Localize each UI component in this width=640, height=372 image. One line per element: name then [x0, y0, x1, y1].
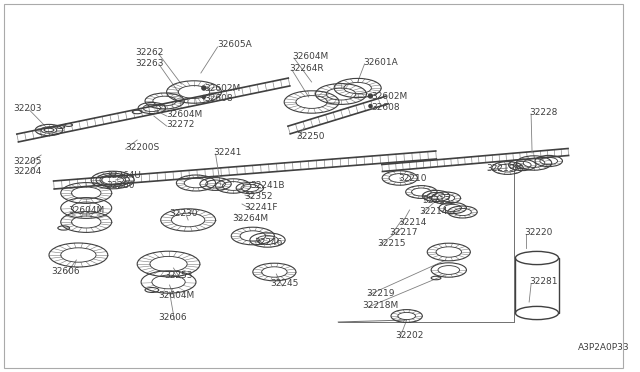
Text: 32217: 32217: [389, 228, 417, 237]
Text: A3P2A0P33: A3P2A0P33: [578, 343, 630, 353]
Text: 32228: 32228: [529, 108, 557, 116]
Text: 32608: 32608: [204, 93, 232, 103]
Text: 32606: 32606: [159, 314, 188, 323]
Text: 32260: 32260: [106, 180, 134, 189]
Text: 32264U: 32264U: [106, 170, 141, 180]
Text: 32205: 32205: [13, 157, 42, 166]
Text: 32230: 32230: [170, 208, 198, 218]
Text: 32253: 32253: [164, 272, 193, 280]
Text: 32604M: 32604M: [68, 205, 105, 215]
Text: 32262: 32262: [135, 48, 164, 57]
Text: 32250: 32250: [296, 131, 324, 141]
Text: 32241B: 32241B: [250, 180, 284, 189]
Text: 32604M: 32604M: [159, 292, 195, 301]
Circle shape: [369, 105, 372, 108]
Text: 32215: 32215: [377, 238, 406, 247]
Text: 32241: 32241: [214, 148, 242, 157]
Circle shape: [202, 86, 206, 90]
Text: 32219: 32219: [367, 289, 395, 298]
Text: 32219M: 32219M: [486, 164, 522, 173]
Text: 32264R: 32264R: [289, 64, 324, 73]
Text: 32241F: 32241F: [244, 202, 278, 212]
Text: 32601A: 32601A: [364, 58, 398, 67]
Text: 32214: 32214: [398, 218, 426, 227]
Text: 32246: 32246: [254, 237, 282, 247]
Text: 32213: 32213: [422, 196, 451, 205]
Text: 32202: 32202: [395, 331, 423, 340]
Text: 32602M: 32602M: [204, 83, 240, 93]
Text: 32602M: 32602M: [371, 92, 408, 100]
Text: 32203: 32203: [13, 103, 42, 112]
Text: 32200S: 32200S: [125, 142, 159, 151]
Text: 32605A: 32605A: [218, 39, 252, 48]
Text: 32608: 32608: [371, 103, 400, 112]
Text: 32214: 32214: [419, 206, 448, 215]
Text: 32245: 32245: [271, 279, 299, 289]
Text: 32263: 32263: [135, 58, 164, 67]
Text: 32264M: 32264M: [232, 214, 268, 222]
Text: 32204: 32204: [13, 167, 42, 176]
Text: 32210: 32210: [398, 173, 426, 183]
Text: 32220: 32220: [524, 228, 552, 237]
Text: 32281: 32281: [529, 278, 557, 286]
Circle shape: [369, 94, 372, 98]
Circle shape: [202, 96, 205, 99]
Text: 32352: 32352: [244, 192, 273, 201]
Text: 32218M: 32218M: [362, 301, 399, 310]
Text: 32604M: 32604M: [166, 109, 203, 119]
Text: 32604M: 32604M: [292, 51, 328, 61]
Text: 32272: 32272: [166, 119, 195, 128]
Text: 32606: 32606: [51, 266, 79, 276]
